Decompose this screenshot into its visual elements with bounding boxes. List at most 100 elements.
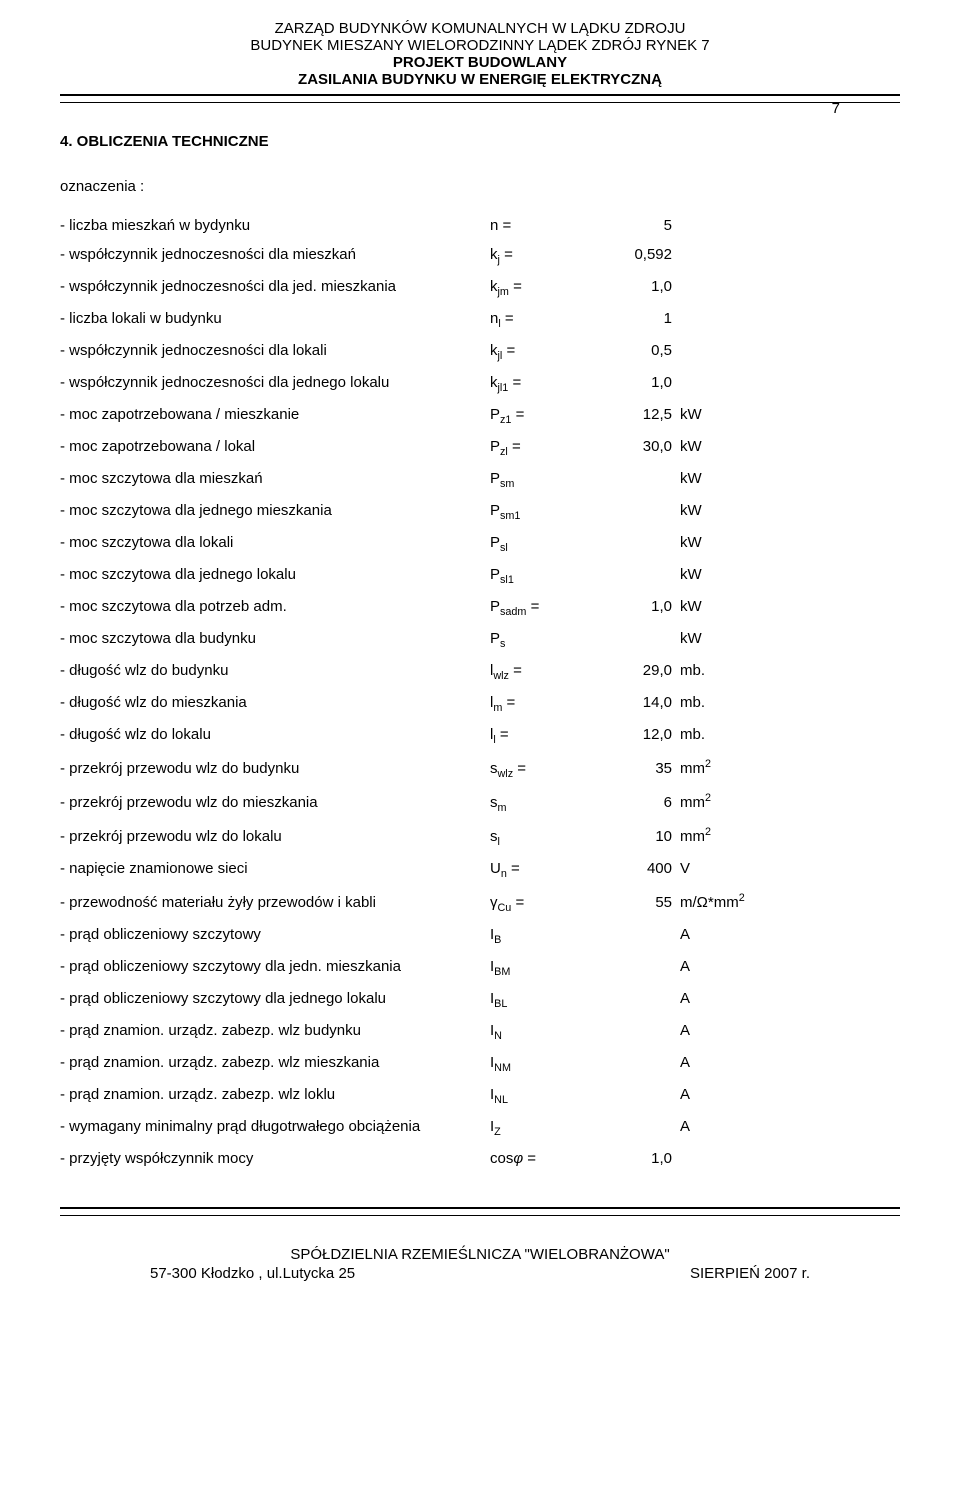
definition-unit: kW [680,598,770,615]
definition-row: - długość wlz do budynkulwlz =29,0mb. [60,662,900,682]
definition-symbol: kjl = [490,342,600,362]
definition-row: - moc szczytowa dla jednego mieszkaniaPs… [60,502,900,522]
definition-unit: A [680,958,770,975]
definition-symbol: kjl1 = [490,374,600,394]
definition-value: 10 [600,828,680,845]
definition-unit: A [680,926,770,943]
definition-value: 0,5 [600,342,680,359]
definition-row: - długość wlz do mieszkanialm =14,0mb. [60,694,900,714]
definition-value: 1,0 [600,1150,680,1167]
definition-unit: A [680,1054,770,1071]
footer-row: 57-300 Kłodzko , ul.Lutycka 25 SIERPIEŃ … [60,1265,900,1282]
definition-symbol: Psm [490,470,600,490]
definition-desc: - moc szczytowa dla budynku [60,630,490,647]
definition-desc: - przewodność materiału żyły przewodów i… [60,894,490,911]
definition-value: 5 [600,217,680,234]
definition-desc: - długość wlz do mieszkania [60,694,490,711]
definition-value: 1,0 [600,278,680,295]
definition-unit: kW [680,438,770,455]
definition-symbol: sl [490,828,600,848]
definition-desc: - przekrój przewodu wlz do lokalu [60,828,490,845]
definition-symbol: Ps [490,630,600,650]
definition-symbol: lm = [490,694,600,714]
definition-row: - liczba mieszkań w bydynkun =5 [60,217,900,234]
footer: SPÓŁDZIELNIA RZEMIEŚLNICZA "WIELOBRANŻOW… [60,1246,900,1282]
definition-unit: mb. [680,662,770,679]
definition-symbol: Pz1 = [490,406,600,426]
header-line-1: ZARZĄD BUDYNKÓW KOMUNALNYCH W LĄDKU ZDRO… [60,20,900,37]
definition-value: 1,0 [600,374,680,391]
header-block: ZARZĄD BUDYNKÓW KOMUNALNYCH W LĄDKU ZDRO… [60,20,900,88]
definition-unit: A [680,1086,770,1103]
definition-row: - przekrój przewodu wlz do lokalusl10mm2 [60,826,900,848]
definition-desc: - moc szczytowa dla potrzeb adm. [60,598,490,615]
definition-unit: kW [680,406,770,423]
definition-unit: kW [680,566,770,583]
definition-symbol: Psm1 [490,502,600,522]
definition-desc: - moc zapotrzebowana / lokal [60,438,490,455]
definition-value: 6 [600,794,680,811]
definition-desc: - przekrój przewodu wlz do mieszkania [60,794,490,811]
definition-row: - moc szczytowa dla budynkuPs kW [60,630,900,650]
definition-symbol: INL [490,1086,600,1106]
definition-symbol: sm [490,794,600,814]
definition-desc: - prąd obliczeniowy szczytowy dla jedneg… [60,990,490,1007]
footer-left: 57-300 Kłodzko , ul.Lutycka 25 [150,1265,355,1282]
definition-row: - współczynnik jednoczesności dla mieszk… [60,246,900,266]
definition-unit: mb. [680,694,770,711]
definition-symbol: ll = [490,726,600,746]
header-line-3: PROJEKT BUDOWLANY [60,54,900,71]
definition-value: 35 [600,760,680,777]
footer-rule-bottom [60,1215,900,1216]
definition-unit: mm2 [680,792,770,811]
definition-value: 1,0 [600,598,680,615]
definition-unit: A [680,1118,770,1135]
definition-row: - prąd obliczeniowy szczytowyIBA [60,926,900,946]
definition-row: - przewodność materiału żyły przewodów i… [60,892,900,914]
definition-row: - moc szczytowa dla jednego lokaluPsl1 kW [60,566,900,586]
definition-unit: kW [680,534,770,551]
header-rule-top [60,94,900,96]
definition-symbol: Psl1 [490,566,600,586]
definition-row: - wymagany minimalny prąd długotrwałego … [60,1118,900,1138]
definition-value: 12,5 [600,406,680,423]
definition-value: 1 [600,310,680,327]
definition-unit: kW [680,470,770,487]
definition-desc: - moc szczytowa dla jednego lokalu [60,566,490,583]
definition-row: - prąd znamion. urządz. zabezp. wlz mies… [60,1054,900,1074]
definition-unit: kW [680,630,770,647]
definition-symbol: lwlz = [490,662,600,682]
definition-symbol: Psadm = [490,598,600,618]
definition-symbol: n = [490,217,600,234]
definition-desc: - prąd znamion. urządz. zabezp. wlz lokl… [60,1086,490,1103]
definition-row: - współczynnik jednoczesności dla jed. m… [60,278,900,298]
definition-desc: - prąd znamion. urządz. zabezp. wlz budy… [60,1022,490,1039]
definition-row: - prąd obliczeniowy szczytowy dla jedneg… [60,990,900,1010]
definition-symbol: IN [490,1022,600,1042]
definition-row: - prąd obliczeniowy szczytowy dla jedn. … [60,958,900,978]
definition-symbol: Pzl = [490,438,600,458]
definition-unit: V [680,860,770,877]
definition-symbol: γCu = [490,894,600,914]
header-line-2: BUDYNEK MIESZANY WIELORODZINNY LĄDEK ZDR… [60,37,900,54]
definition-desc: - współczynnik jednoczesności dla jedneg… [60,374,490,391]
definition-desc: - współczynnik jednoczesności dla lokali [60,342,490,359]
definition-list: - liczba mieszkań w bydynkun =5 - współcz… [60,217,900,1167]
definition-value: 0,592 [600,246,680,263]
definition-symbol: IBL [490,990,600,1010]
definition-desc: - moc szczytowa dla mieszkań [60,470,490,487]
definition-row: - przekrój przewodu wlz do budynkuswlz =… [60,758,900,780]
footer-right: SIERPIEŃ 2007 r. [690,1265,810,1282]
section-sublabel: oznaczenia : [60,178,900,195]
definition-desc: - długość wlz do lokalu [60,726,490,743]
section-title: 4. OBLICZENIA TECHNICZNE [60,133,900,150]
definition-desc: - współczynnik jednoczesności dla jed. m… [60,278,490,295]
definition-desc: - napięcie znamionowe sieci [60,860,490,877]
definition-unit: mb. [680,726,770,743]
definition-symbol: cosφ = [490,1150,600,1167]
definition-desc: - moc szczytowa dla jednego mieszkania [60,502,490,519]
definition-symbol: Un = [490,860,600,880]
definition-row: - moc szczytowa dla lokaliPslkW [60,534,900,554]
page-number: 7 [832,100,840,117]
definition-symbol: nl = [490,310,600,330]
